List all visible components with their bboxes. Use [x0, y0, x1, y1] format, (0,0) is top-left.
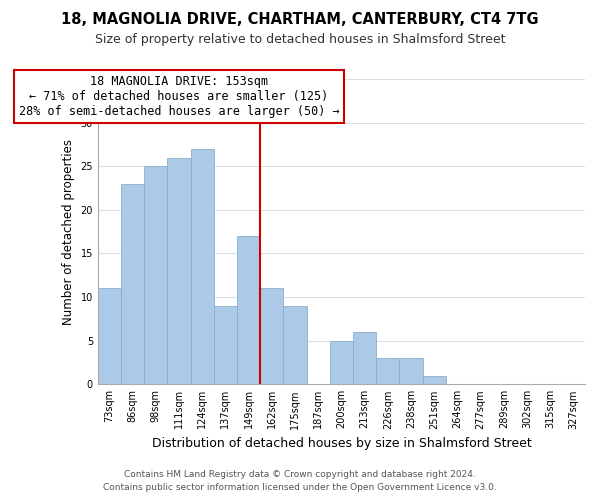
Bar: [283, 306, 307, 384]
X-axis label: Distribution of detached houses by size in Shalmsford Street: Distribution of detached houses by size …: [152, 437, 531, 450]
Bar: [121, 184, 144, 384]
Bar: [98, 288, 121, 384]
Bar: [422, 376, 446, 384]
Bar: [260, 288, 283, 384]
Text: Contains HM Land Registry data © Crown copyright and database right 2024.
Contai: Contains HM Land Registry data © Crown c…: [103, 470, 497, 492]
Text: Size of property relative to detached houses in Shalmsford Street: Size of property relative to detached ho…: [95, 32, 505, 46]
Y-axis label: Number of detached properties: Number of detached properties: [62, 138, 75, 324]
Text: 18, MAGNOLIA DRIVE, CHARTHAM, CANTERBURY, CT4 7TG: 18, MAGNOLIA DRIVE, CHARTHAM, CANTERBURY…: [61, 12, 539, 28]
Bar: [237, 236, 260, 384]
Text: 18 MAGNOLIA DRIVE: 153sqm
← 71% of detached houses are smaller (125)
28% of semi: 18 MAGNOLIA DRIVE: 153sqm ← 71% of detac…: [19, 75, 340, 118]
Bar: [214, 306, 237, 384]
Bar: [353, 332, 376, 384]
Bar: [167, 158, 191, 384]
Bar: [376, 358, 400, 384]
Bar: [400, 358, 422, 384]
Bar: [144, 166, 167, 384]
Bar: [330, 340, 353, 384]
Bar: [191, 149, 214, 384]
